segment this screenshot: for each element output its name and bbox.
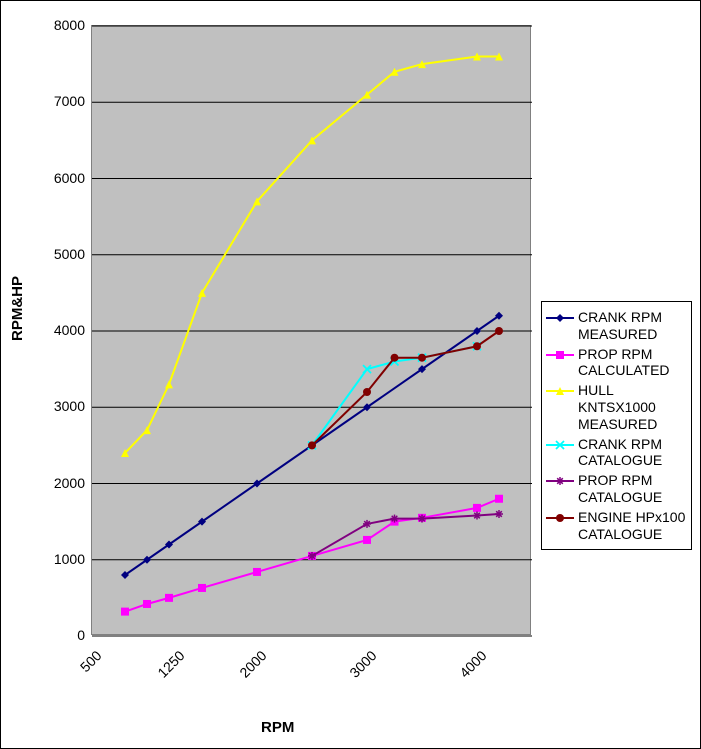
y-tick-label: 1000 xyxy=(15,551,85,567)
legend-label: PROP RPM CATALOGUE xyxy=(578,472,687,506)
x-axis-title: RPM xyxy=(261,719,294,736)
series-prop-rpm-catalogue xyxy=(308,510,503,560)
y-tick-label: 8000 xyxy=(15,17,85,33)
series-group xyxy=(121,53,503,616)
series-engine-hpx100-catalogue xyxy=(308,327,503,449)
legend-label: CRANK RPM MEASURED xyxy=(578,309,687,343)
legend-label: CRANK RPM CATALOGUE xyxy=(578,436,687,470)
legend-swatch-icon xyxy=(546,348,574,362)
legend-item: PROP RPM CALCULATED xyxy=(546,346,687,380)
legend-item: CRANK RPM MEASURED xyxy=(546,309,687,343)
x-tick-label: 2000 xyxy=(216,647,270,701)
legend-swatch-icon xyxy=(546,511,574,525)
y-tick-label: 0 xyxy=(15,627,85,643)
y-tick-label: 4000 xyxy=(15,322,85,338)
legend-swatch-icon xyxy=(546,384,574,398)
legend-item: CRANK RPM CATALOGUE xyxy=(546,436,687,470)
legend-swatch-icon xyxy=(546,438,574,452)
legend-label: ENGINE HPx100 CATALOGUE xyxy=(578,509,687,543)
chart-container: RPM&HP RPM 01000200030004000500060007000… xyxy=(0,0,701,749)
legend-item: ENGINE HPx100 CATALOGUE xyxy=(546,509,687,543)
legend-item: HULL KNTSX1000 MEASURED xyxy=(546,382,687,432)
legend-label: HULL KNTSX1000 MEASURED xyxy=(578,382,687,432)
legend: CRANK RPM MEASUREDPROP RPM CALCULATEDHUL… xyxy=(541,301,692,550)
x-tick-label: 500 xyxy=(51,647,105,701)
x-tick-label: 4000 xyxy=(436,647,490,701)
plot-area xyxy=(91,25,531,635)
y-tick-label: 7000 xyxy=(15,93,85,109)
y-tick-label: 3000 xyxy=(15,398,85,414)
gridlines xyxy=(92,26,532,636)
legend-swatch-icon xyxy=(546,474,574,488)
y-tick-label: 6000 xyxy=(15,170,85,186)
x-tick-label: 1250 xyxy=(133,647,187,701)
legend-item: PROP RPM CATALOGUE xyxy=(546,472,687,506)
y-tick-label: 5000 xyxy=(15,246,85,262)
legend-swatch-icon xyxy=(546,311,574,325)
plot-svg xyxy=(92,26,532,636)
y-tick-label: 2000 xyxy=(15,475,85,491)
x-tick-label: 3000 xyxy=(326,647,380,701)
legend-label: PROP RPM CALCULATED xyxy=(578,346,687,380)
